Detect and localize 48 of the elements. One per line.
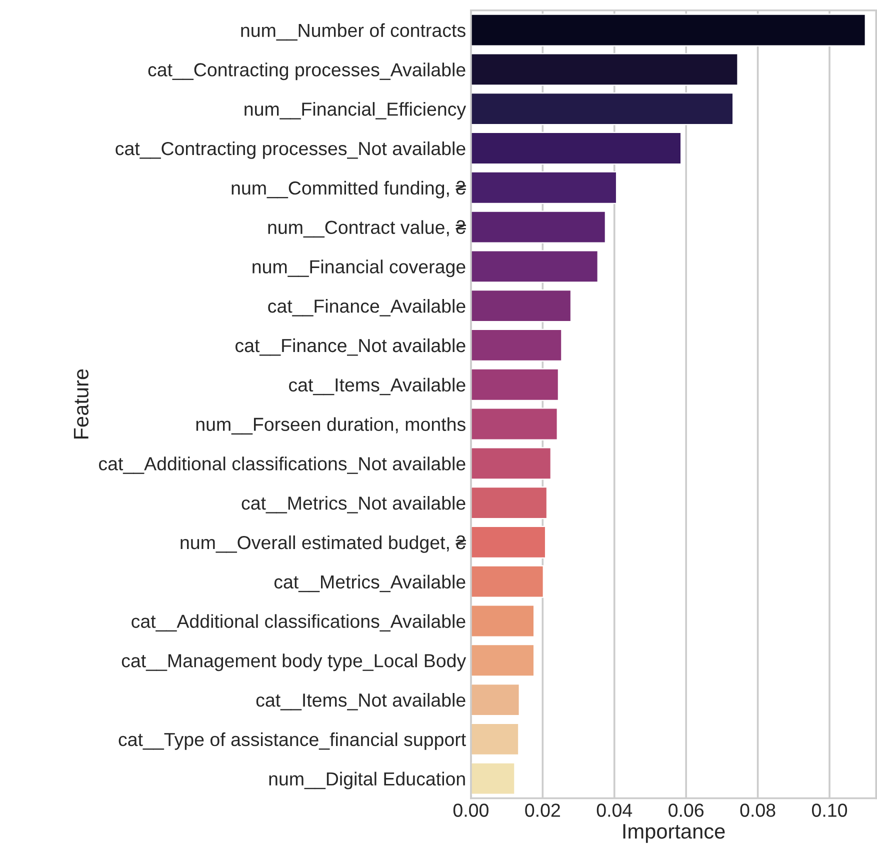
x-axis-title: Importance <box>623 824 725 843</box>
bar <box>470 683 520 716</box>
bar <box>470 644 535 677</box>
y-tick-label: cat__Items_Not available <box>256 692 466 710</box>
y-tick-label: cat__Items_Available <box>288 378 466 396</box>
y-tick-label: cat__Contracting processes_Not available <box>116 141 466 159</box>
x-tick-label: 0.08 <box>740 804 776 817</box>
x-tick-label: 0.02 <box>525 804 560 817</box>
bar <box>470 290 572 322</box>
x-tick-label: 0.06 <box>668 804 704 817</box>
y-tick-label: num__Forseen duration, months <box>196 417 466 435</box>
bar <box>470 565 544 598</box>
bar <box>470 171 618 204</box>
y-axis-title: Feature <box>74 369 89 438</box>
bar <box>470 408 558 440</box>
y-tick-label: cat__Type of assistance_financial support <box>118 732 466 750</box>
bar <box>470 722 520 756</box>
y-tick-label: cat__Finance_Available <box>268 299 466 316</box>
y-tick-label: num__Financial coverage <box>252 260 466 278</box>
bar <box>470 14 866 46</box>
y-tick-label: cat__Management body type_Local Body <box>122 654 466 672</box>
y-tick-label: cat__Additional classifications_Not available <box>98 456 466 474</box>
bar <box>470 132 682 165</box>
bar <box>470 368 559 401</box>
y-tick-label: cat__Contracting processes_Available <box>148 62 466 80</box>
y-tick-label: num__Committed funding, ₴ <box>232 180 466 198</box>
y-tick-label: num__Contract value, ₴ <box>268 220 466 238</box>
bar <box>470 604 535 638</box>
bar <box>470 250 598 283</box>
y-tick-label: num__Number of contracts <box>241 23 466 41</box>
x-tick-label: 0.00 <box>453 804 488 817</box>
bar <box>470 210 606 244</box>
y-tick-label: cat__Finance_Not available <box>236 338 466 356</box>
y-tick-label: cat__Metrics_Available <box>274 574 466 592</box>
bar <box>470 328 562 362</box>
y-tick-label: num__Digital Education <box>269 772 465 790</box>
y-tick-label: cat__Additional classifications_Available <box>132 614 466 632</box>
x-tick-label: 0.10 <box>812 804 848 817</box>
bar <box>470 526 546 559</box>
bar <box>470 486 548 520</box>
y-tick-label: cat__Metrics_Not available <box>242 496 466 514</box>
bar <box>470 447 552 480</box>
y-tick-label: num__Overall estimated budget, ₴ <box>180 535 466 553</box>
bar <box>470 762 516 795</box>
y-tick-label: num__Financial_Efficiency <box>244 102 466 120</box>
x-tick-label: 0.04 <box>596 804 632 817</box>
bar <box>470 92 734 126</box>
bar <box>470 53 738 86</box>
